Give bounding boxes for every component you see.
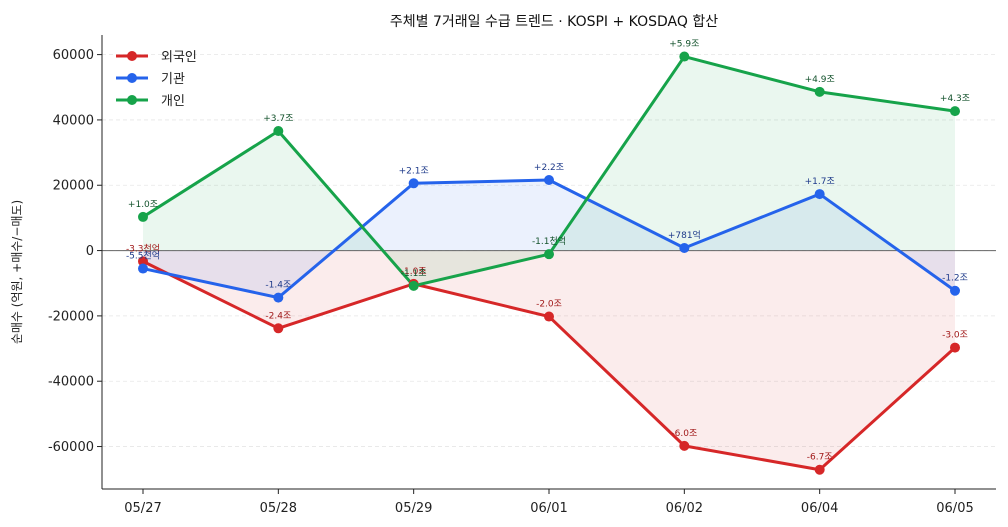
legend-label: 기관 [161, 72, 185, 87]
x-tick-label: 06/01 [530, 501, 567, 516]
data-label: +4.3조 [940, 94, 970, 104]
data-label: -1.1조 [401, 269, 427, 279]
data-point [814, 86, 825, 97]
legend-marker [127, 51, 137, 61]
y-tick-label: 0 [86, 244, 94, 259]
y-tick-label: -20000 [48, 309, 94, 324]
data-label: +3.7조 [263, 114, 293, 124]
x-tick-label: 05/28 [260, 501, 297, 516]
data-point [408, 178, 419, 189]
data-point [273, 126, 284, 137]
data-label: -1.0조 [401, 267, 427, 277]
data-label: +4.9조 [805, 75, 835, 85]
data-point [408, 280, 419, 291]
data-point [814, 189, 825, 200]
data-point [273, 323, 284, 334]
data-point [950, 106, 960, 117]
legend-marker [127, 95, 137, 105]
series-fill [143, 56, 955, 286]
x-tick-label: 06/02 [666, 501, 703, 516]
data-point [544, 249, 554, 260]
data-label: +1.7조 [805, 177, 835, 187]
data-label: -2.0조 [536, 300, 562, 310]
data-label: +5.9조 [669, 40, 699, 50]
data-point [544, 175, 554, 186]
data-point [138, 263, 148, 274]
legend-label: 개인 [161, 94, 185, 109]
x-tick-label: 06/05 [936, 501, 973, 516]
y-tick-label: 20000 [53, 179, 94, 194]
data-point [544, 311, 554, 322]
data-points [138, 51, 960, 475]
y-tick-label: 60000 [53, 48, 94, 63]
data-label: -5.5천억 [126, 250, 160, 262]
y-tick-label: -60000 [48, 440, 94, 455]
data-point [814, 464, 825, 475]
y-tick-label: -40000 [48, 375, 94, 390]
data-point [138, 256, 148, 267]
legend-label: 외국인 [161, 50, 197, 65]
data-point [679, 51, 690, 62]
y-tick-label: 40000 [53, 113, 94, 128]
x-tick-label: 06/04 [801, 501, 838, 516]
data-label: +781억 [668, 229, 701, 241]
data-point [679, 440, 690, 451]
y-axis-label: 순매수 (억원, +매수/−매도) [10, 200, 24, 344]
data-point [138, 211, 148, 222]
data-label: -3.3천억 [126, 242, 160, 254]
data-label: -6.0조 [671, 429, 697, 439]
data-point [950, 342, 960, 353]
data-label: -6.7조 [807, 453, 833, 463]
x-tick-label: 05/29 [395, 501, 432, 516]
chart-title: 주체별 7거래일 수급 트렌드 · KOSPI + KOSDAQ 합산 [390, 14, 718, 30]
data-label: -1.1천억 [532, 235, 566, 247]
data-point [679, 243, 690, 254]
x-tick-label: 05/27 [124, 501, 161, 516]
data-label: +2.2조 [534, 163, 564, 173]
data-labels: -3.3천억 -2.4조 -1.0조 -2.0조 -6.0조 -6.7조 -3.0조 -5.5… [126, 40, 970, 463]
data-label: -1.4조 [265, 281, 291, 291]
data-label: -1.2조 [942, 274, 968, 284]
axes: -60000 -40000 -20000 0 20000 40000 60000 05/27 0… [48, 35, 996, 516]
data-label: +2.1조 [399, 166, 429, 176]
data-label: +1.0조 [128, 200, 158, 210]
data-label: -3.0조 [942, 331, 968, 341]
series-fill [143, 180, 955, 298]
legend-marker [127, 73, 137, 83]
data-label: -2.4조 [265, 311, 291, 321]
data-point [273, 292, 284, 303]
data-point [950, 285, 960, 296]
